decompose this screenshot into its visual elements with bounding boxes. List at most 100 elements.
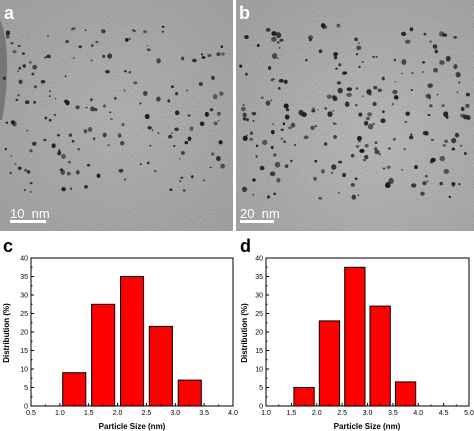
- panel-letter-b: b: [239, 3, 250, 23]
- nanoparticle: [61, 187, 66, 192]
- y-axis-title-c: Distribution (%): [2, 303, 11, 363]
- nanoparticle: [32, 64, 38, 70]
- nanoparticle: [455, 71, 461, 78]
- nanoparticle: [367, 112, 373, 117]
- nanoparticle: [259, 165, 265, 171]
- nanoparticle: [211, 152, 215, 156]
- nanoparticle: [333, 52, 339, 57]
- nanoparticle: [139, 102, 142, 105]
- nanoparticle: [355, 87, 359, 90]
- nanoparticle: [373, 147, 378, 151]
- nanoparticle: [439, 60, 445, 65]
- nanoparticle: [33, 100, 36, 104]
- nanoparticle: [121, 123, 125, 127]
- nanoparticle: [60, 169, 66, 175]
- nanoparticle: [424, 131, 429, 136]
- nanoparticle: [246, 117, 249, 122]
- panel-letter-a: a: [4, 3, 15, 23]
- y-tick-label: 20: [255, 330, 263, 337]
- nanoparticle: [65, 39, 70, 44]
- nanoparticle: [17, 94, 20, 97]
- nanoparticle: [277, 41, 280, 44]
- nanoparticle: [403, 147, 406, 151]
- nanoparticle: [249, 137, 254, 141]
- scale-bar-label-b: 20 nm: [240, 206, 280, 221]
- nanoparticle: [380, 118, 386, 124]
- nanoparticle: [350, 183, 355, 187]
- nanoparticle: [170, 85, 175, 88]
- nanoparticle: [344, 101, 350, 107]
- nanoparticle: [174, 127, 179, 132]
- nanoparticle: [133, 81, 138, 85]
- histogram-bar: [394, 381, 417, 407]
- nanoparticle: [430, 138, 435, 142]
- nanoparticle: [401, 168, 404, 171]
- nanoparticle: [85, 106, 88, 109]
- nanoparticle: [219, 91, 224, 96]
- nanoparticle: [21, 52, 25, 55]
- nanoparticle: [335, 67, 338, 70]
- histogram-c: c 0.5 1.0 1.5 2.0 2.5 3.0 3.5 4.0 0 5 10 15 20 25 30 35…: [2, 236, 238, 431]
- nanoparticle: [409, 27, 414, 32]
- y-tick-label: 10: [20, 367, 28, 374]
- nanoparticle: [102, 132, 107, 138]
- nanoparticle: [40, 80, 46, 84]
- nanoparticle: [323, 142, 328, 146]
- particles-b: [239, 23, 471, 200]
- nanoparticle: [387, 147, 391, 150]
- nanoparticle: [156, 96, 161, 102]
- nanoparticle: [105, 70, 110, 74]
- nanoparticle: [147, 126, 152, 130]
- nanoparticle: [453, 36, 457, 39]
- nanoparticle: [288, 126, 292, 130]
- nanoparticle: [251, 111, 257, 116]
- nanoparticle: [365, 116, 371, 121]
- x-tick-label: 4.0: [228, 410, 238, 417]
- y-tick-label: 40: [255, 256, 263, 263]
- nanoparticle: [420, 191, 425, 196]
- nanoparticle: [242, 104, 245, 106]
- nanoparticle: [190, 175, 194, 179]
- nanoparticle: [124, 38, 129, 42]
- nanoparticle: [256, 43, 260, 47]
- nanoparticle: [410, 89, 414, 91]
- nanoparticle: [110, 118, 113, 121]
- nanoparticle: [249, 131, 254, 135]
- nanoparticle: [84, 29, 87, 31]
- nanoparticle: [198, 82, 203, 86]
- nanoparticle: [305, 59, 308, 62]
- nanoparticle: [18, 66, 22, 70]
- nanoparticle: [434, 49, 439, 54]
- nanoparticle: [342, 172, 347, 178]
- nanoparticle: [68, 133, 73, 137]
- nanoparticle: [336, 81, 342, 85]
- nanoparticle: [26, 129, 29, 132]
- x-tick-label: 2.0: [312, 410, 322, 417]
- nanoparticle: [65, 100, 70, 106]
- nanoparticle: [359, 148, 365, 153]
- nanoparticle: [460, 106, 465, 112]
- nanoparticle: [465, 92, 470, 97]
- nanoparticle: [432, 44, 438, 49]
- nanoparticle: [33, 85, 37, 89]
- nanoparticle: [216, 52, 221, 57]
- nanoparticle: [385, 181, 391, 186]
- nanoparticle: [86, 164, 91, 167]
- nanoparticle: [372, 122, 375, 125]
- nanoparticle: [244, 34, 249, 40]
- nanoparticle: [22, 64, 27, 68]
- nanoparticle: [161, 30, 165, 33]
- nanoparticle: [375, 56, 378, 58]
- nanoparticle: [266, 195, 271, 199]
- nanoparticle: [326, 94, 332, 99]
- histogram-bar: [120, 276, 145, 407]
- nanoparticle: [391, 102, 395, 106]
- nanoparticle: [429, 104, 433, 108]
- nanoparticle: [271, 36, 277, 42]
- nanoparticle: [337, 87, 343, 94]
- nanoparticle: [184, 140, 189, 145]
- nanoparticle: [356, 135, 362, 141]
- nanoparticle: [218, 140, 223, 145]
- x-tick-label: 3.0: [170, 410, 180, 417]
- nanoparticle: [411, 71, 414, 75]
